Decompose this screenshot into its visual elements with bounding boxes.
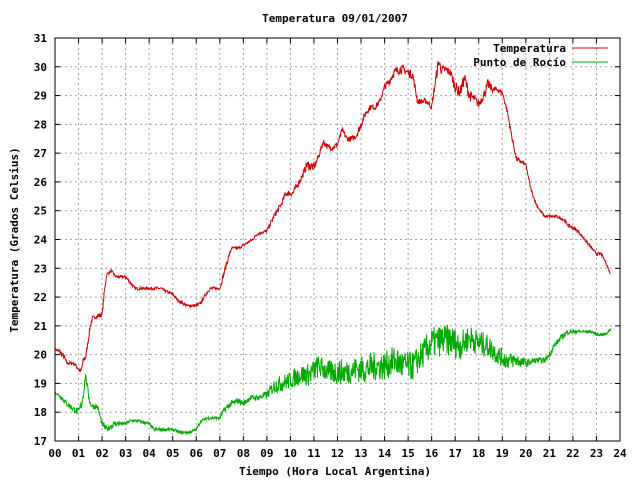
y-tick-label: 18 <box>34 406 47 419</box>
y-tick-label: 17 <box>34 435 47 448</box>
x-tick-label: 18 <box>472 447 485 460</box>
y-tick-label: 25 <box>34 205 47 218</box>
x-tick-label: 16 <box>425 447 439 460</box>
x-tick-label: 08 <box>237 447 250 460</box>
x-tick-label: 15 <box>402 447 415 460</box>
legend-label-temperatura: Temperatura <box>493 42 566 55</box>
y-axis-label: Temperatura (Grados Celsius) <box>8 147 21 332</box>
y-tick-label: 31 <box>34 32 48 45</box>
x-tick-label: 24 <box>613 447 627 460</box>
x-tick-label: 11 <box>307 447 321 460</box>
x-axis-label: Tiempo (Hora Local Argentina) <box>239 465 431 478</box>
series-line-temperatura <box>54 61 611 372</box>
x-tick-label: 02 <box>95 447 108 460</box>
y-tick-label: 28 <box>34 118 47 131</box>
x-tick-label: 22 <box>566 447 579 460</box>
y-tick-label: 22 <box>34 291 47 304</box>
x-tick-label: 13 <box>354 447 367 460</box>
series-line-punto-de-rocio <box>54 324 612 436</box>
x-axis-ticks: 00 01 02 03 04 05 06 07 08 09 10 11 12 13 14 15 16 17 18 19… <box>48 38 627 460</box>
x-tick-label: 01 <box>72 447 86 460</box>
y-tick-label: 27 <box>34 147 47 160</box>
y-tick-label: 19 <box>34 377 47 390</box>
y-tick-label: 30 <box>34 61 47 74</box>
chart-title: Temperatura 09/01/2007 <box>262 12 408 25</box>
x-tick-label: 03 <box>119 447 132 460</box>
y-axis-ticks: 17 18 19 20 21 22 23 24 25 26 27 28 29 30 31 <box>34 32 620 448</box>
legend-label-punto-de-rocio: Punto de Rocío <box>473 56 566 69</box>
x-tick-label: 10 <box>284 447 297 460</box>
x-tick-label: 17 <box>449 447 462 460</box>
x-tick-label: 04 <box>143 447 157 460</box>
x-tick-label: 09 <box>260 447 273 460</box>
y-tick-label: 20 <box>34 349 47 362</box>
x-tick-label: 20 <box>519 447 532 460</box>
x-tick-label: 23 <box>590 447 603 460</box>
y-tick-label: 26 <box>34 176 48 189</box>
x-tick-label: 14 <box>378 447 392 460</box>
x-tick-label: 07 <box>213 447 226 460</box>
legend: Temperatura Punto de Rocío <box>473 42 608 69</box>
x-tick-label: 00 <box>48 447 61 460</box>
y-tick-label: 29 <box>34 90 47 103</box>
x-tick-label: 12 <box>331 447 344 460</box>
y-tick-label: 21 <box>34 320 48 333</box>
x-tick-label: 06 <box>190 447 204 460</box>
x-tick-label: 05 <box>166 447 179 460</box>
series-layer <box>54 61 612 436</box>
x-tick-label: 19 <box>496 447 509 460</box>
x-tick-label: 21 <box>543 447 557 460</box>
y-tick-label: 24 <box>34 234 48 247</box>
y-tick-label: 23 <box>34 262 47 275</box>
